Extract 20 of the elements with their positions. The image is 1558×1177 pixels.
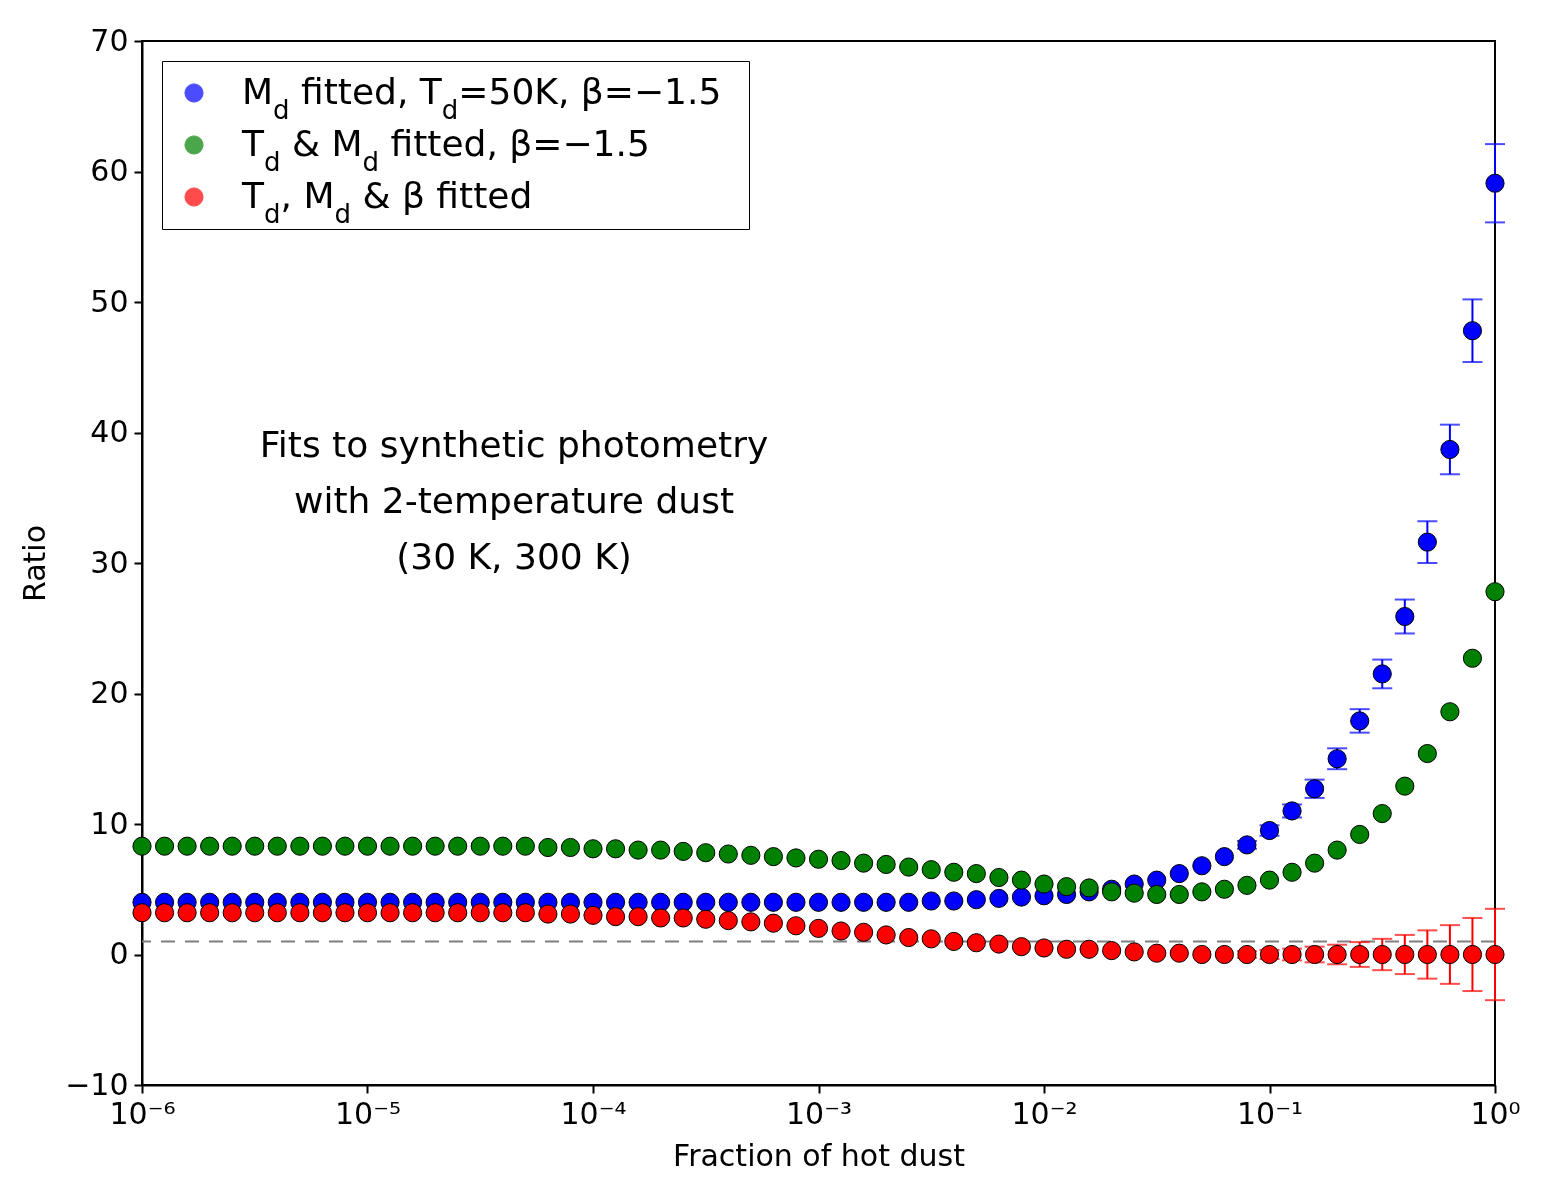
x-tick-label: 10⁻² <box>1011 1095 1078 1131</box>
legend-label: T$_{d}$ & M$_{d}$ fitted, β=−1.5 <box>241 123 650 177</box>
x-tick-label: 10⁻³ <box>785 1095 853 1131</box>
y-tick-label: 30 <box>90 544 129 580</box>
x-tick-label: 10⁻⁵ <box>334 1095 402 1131</box>
x-tick-label: 10⁻¹ <box>1236 1095 1304 1131</box>
legend-label: M$_{d}$ fitted, T$_{d}$=50K, β=−1.5 <box>242 71 722 125</box>
x-tick-label: 10⁰ <box>1470 1095 1521 1131</box>
y-axis-title: Ratio <box>17 524 53 603</box>
y-tick-label: 0 <box>109 936 129 971</box>
y-tick-label: 20 <box>90 675 129 710</box>
y-tick-label: 70 <box>90 22 129 58</box>
y-tick-label: 40 <box>90 414 129 449</box>
x-tick-label: 10⁻⁴ <box>560 1095 627 1131</box>
x-axis-title: Fraction of hot dust <box>673 1137 966 1173</box>
y-tick-label: 50 <box>90 283 129 319</box>
annotation: Fits to synthetic photometry with 2-temperature dust (30 K, 300 K) <box>259 424 769 577</box>
y-tick-label: 60 <box>90 153 129 188</box>
legend-label: T$_{d}$, M$_{d}$ & β fitted <box>241 175 533 229</box>
y-tick-label: 10 <box>90 805 129 841</box>
